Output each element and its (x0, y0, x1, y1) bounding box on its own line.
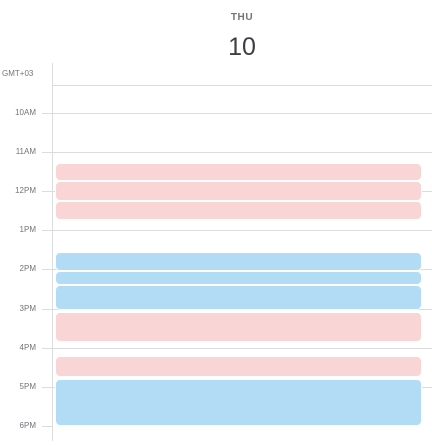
header-bottom-border (52, 85, 432, 86)
hour-row: 10AM (0, 108, 432, 117)
hour-row: 4PM (0, 343, 432, 352)
hour-label: 11AM (15, 146, 36, 156)
hour-tick (42, 230, 52, 232)
hour-label: 1PM (19, 225, 36, 235)
gutter-divider (52, 86, 53, 441)
calendar-event[interactable] (55, 251, 422, 272)
day-number[interactable]: 10 (228, 33, 256, 61)
hour-tick (42, 112, 52, 114)
hour-label: 3PM (19, 303, 36, 313)
calendar-event[interactable] (55, 284, 422, 311)
hour-tick (42, 426, 52, 428)
day-column-header[interactable]: THU 10 (52, 0, 432, 68)
hour-row: 1PM (0, 225, 432, 234)
hour-label: 4PM (19, 342, 36, 352)
hour-gridline (52, 347, 432, 349)
hour-tick (42, 190, 52, 192)
hour-gridline (52, 151, 432, 153)
hour-gridline (52, 230, 432, 232)
timezone-label: GMT+03 (2, 69, 34, 78)
calendar-event[interactable] (55, 379, 422, 427)
header-divider (52, 63, 53, 86)
hour-tick (42, 347, 52, 349)
hour-tick (42, 151, 52, 153)
hour-gridline (52, 112, 432, 114)
day-of-week: THU (230, 12, 254, 23)
hour-tick (42, 308, 52, 310)
hour-row: 6PM (0, 421, 432, 430)
hour-label: 6PM (19, 421, 36, 431)
calendar-event[interactable] (55, 200, 422, 221)
hour-label: 2PM (19, 264, 36, 274)
hour-label: 10AM (15, 107, 36, 117)
hour-row: 11AM (0, 147, 432, 156)
calendar-event[interactable] (55, 312, 422, 342)
hour-tick (42, 269, 52, 271)
events-layer (0, 86, 432, 446)
day-time-grid[interactable]: 10AM 11AM 12PM 1PM 2PM 3PM 4PM 5PM 6PM (0, 86, 432, 446)
hour-label: 12PM (15, 185, 36, 195)
hour-tick (42, 386, 52, 388)
calendar-event[interactable] (55, 181, 422, 201)
calendar-event[interactable] (55, 163, 422, 182)
hour-label: 5PM (19, 381, 36, 391)
calendar-event[interactable] (55, 355, 422, 378)
calendar-event[interactable] (55, 271, 422, 285)
